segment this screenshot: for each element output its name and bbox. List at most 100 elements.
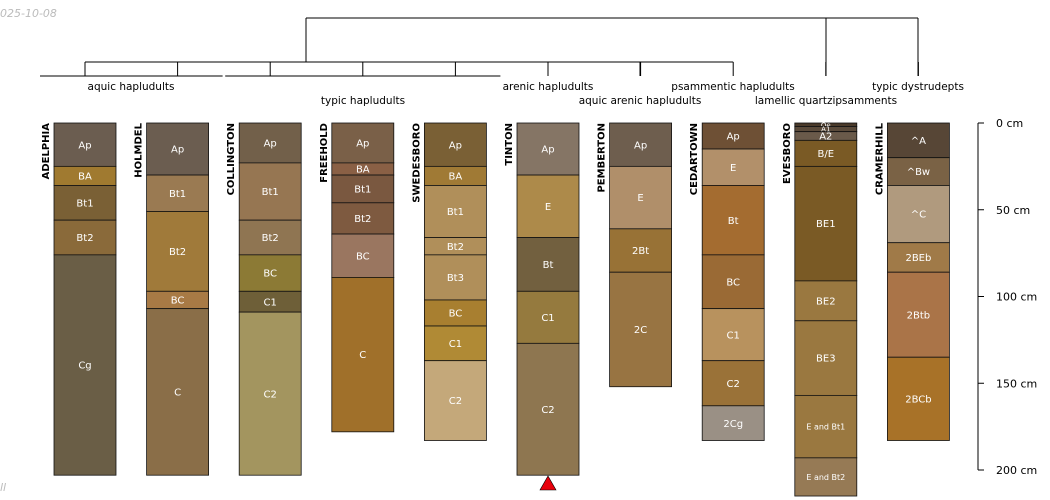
horizon-evesboro-6	[794, 280, 858, 322]
horizon-label: C1	[541, 313, 554, 324]
horizon-label: Bt1	[262, 187, 279, 198]
horizon-label: Bt2	[354, 214, 371, 225]
profile-tinton: Ap E Bt C1 C2 TINTON	[504, 122, 580, 476]
profile-freehold: Ap BA Bt1 Bt2 BC C FREEHOLD	[319, 122, 395, 433]
horizon-label: 2Bt	[632, 246, 649, 257]
horizon-pemberton-1	[609, 122, 672, 167]
horizon-label: BC	[726, 277, 740, 288]
horizon-label: C	[359, 350, 366, 361]
horizon-label: B/E	[818, 149, 835, 160]
horizon-label: BA	[356, 165, 370, 176]
horizon-cramerhill-5	[887, 271, 950, 358]
horizon-collington-1	[238, 122, 302, 164]
group-label-typic-dystrudepts: typic dystrudepts	[872, 81, 964, 93]
horizon-label: 2C	[634, 325, 647, 336]
horizon-collington-6	[238, 311, 302, 476]
marker-triangle	[539, 475, 557, 491]
horizon-freehold-1	[331, 122, 395, 164]
horizon-cedartown-6	[701, 360, 765, 407]
group-label-lamellic-quartzipsamments: lamellic quartzipsamments	[755, 95, 897, 107]
horizon-adelphia-5	[53, 254, 117, 476]
horizon-label: BE2	[816, 296, 836, 307]
horizon-swedesboro-1	[423, 122, 487, 167]
horizon-label: C2	[541, 405, 554, 416]
horizon-cedartown-7	[701, 405, 765, 441]
horizon-label: A2	[819, 132, 832, 143]
horizon-collington-2	[238, 162, 302, 221]
horizon-swedesboro-7	[423, 325, 487, 362]
depth-tick-label: 0 cm	[996, 117, 1023, 130]
horizon-label: Cg	[78, 361, 91, 372]
horizon-tinton-1	[516, 122, 580, 176]
horizon-label: BC	[356, 251, 370, 262]
horizon-label: Ap	[171, 145, 184, 156]
profile-holmdel: Ap Bt1 Bt2 BC C HOLMDEL	[134, 122, 210, 476]
depth-tick-label: 50 cm	[996, 204, 1030, 217]
horizon-label: Bt	[728, 216, 739, 227]
horizon-label: C	[174, 388, 181, 399]
horizon-evesboro-9	[794, 457, 858, 497]
marker	[539, 475, 557, 491]
horizon-tinton-5	[516, 342, 580, 476]
horizon-label: E	[730, 163, 736, 174]
depth-tick-label: 150 cm	[996, 377, 1037, 390]
horizon-label: Bt1	[169, 189, 186, 200]
corner-mark: ll	[0, 481, 7, 494]
horizon-label: Ap	[264, 139, 277, 150]
profile-name: CRAMERHILL	[874, 122, 885, 195]
horizon-label: ^Bw	[907, 167, 930, 178]
horizon-holmdel-3	[146, 211, 210, 292]
date-stamp: 025-10-08	[0, 7, 57, 20]
horizon-tinton-4	[516, 290, 580, 344]
horizon-label: Bt2	[76, 233, 93, 244]
horizon-label: E	[637, 193, 643, 204]
group-label-psammentic-hapludults: psammentic hapludults	[671, 81, 794, 93]
horizon-cramerhill-4	[887, 242, 950, 273]
profile-name: FREEHOLD	[319, 123, 330, 183]
horizon-collington-4	[238, 254, 302, 292]
horizon-swedesboro-8	[423, 360, 487, 441]
dendrogram	[40, 17, 919, 77]
horizon-label: BC	[263, 269, 277, 280]
horizon-label: Ap	[356, 139, 369, 150]
horizon-label: BE3	[816, 354, 836, 365]
profile-collington: Ap Bt1 Bt2 BC C1 C2 COLLINGTON	[226, 122, 302, 476]
horizon-label: E and Bt2	[806, 473, 845, 482]
horizon-cedartown-4	[701, 254, 765, 310]
horizon-label: ^C	[911, 210, 926, 221]
horizon-label: BE1	[816, 219, 836, 230]
horizon-label: Ap	[78, 140, 91, 151]
horizon-label: Bt	[543, 260, 554, 271]
depth-tick-label: 100 cm	[996, 291, 1037, 304]
horizon-label: Ap	[634, 140, 647, 151]
horizon-label: Bt3	[447, 273, 464, 284]
horizon-label: Ap	[727, 132, 740, 143]
horizon-evesboro-8	[794, 394, 858, 459]
horizon-label: Ap	[541, 145, 554, 156]
horizon-holmdel-2	[146, 174, 210, 212]
horizon-freehold-5	[331, 233, 395, 278]
horizon-holmdel-1	[146, 122, 210, 176]
horizon-label: Bt1	[447, 207, 464, 218]
horizon-label: C1	[264, 297, 277, 308]
horizon-label: C1	[727, 330, 740, 341]
horizon-label: 2Btb	[907, 310, 931, 321]
profile-name: ADELPHIA	[41, 123, 52, 180]
horizon-cramerhill-6	[887, 356, 950, 441]
profile-swedesboro: Ap BA Bt1 Bt2 Bt3 BC C1 C2 SWEDESBORO	[411, 122, 487, 441]
horizon-label: 2BEb	[905, 253, 931, 264]
horizon-label: Bt2	[447, 242, 464, 253]
profile-adelphia: Ap BA Bt1 Bt2 Cg ADELPHIA	[41, 122, 117, 476]
profile-cramerhill: ^A ^Bw ^C 2BEb 2Btb 2BCb CRAMERHILL	[874, 122, 950, 441]
profile-name: CEDARTOWN	[689, 123, 700, 195]
horizon-evesboro-7	[794, 320, 858, 396]
horizon-pemberton-3	[609, 228, 672, 273]
horizon-label: BA	[78, 172, 92, 183]
horizon-freehold-6	[331, 277, 395, 433]
profile-name: COLLINGTON	[226, 123, 237, 195]
horizon-label: C2	[449, 396, 462, 407]
horizon-label: 2BCb	[905, 394, 931, 405]
horizon-label: Bt1	[76, 198, 93, 209]
